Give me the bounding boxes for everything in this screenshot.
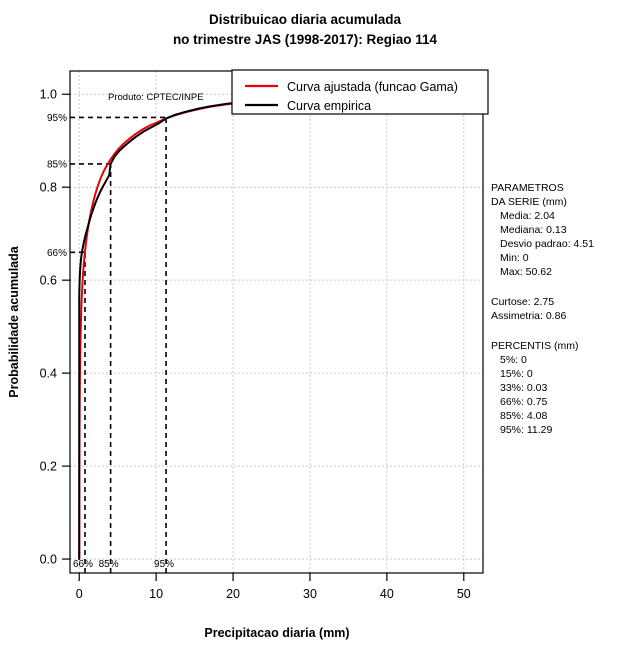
x-tick-label: 10 [149,587,163,601]
guide-y-label-66%: 66% [47,248,67,259]
sidebar-stats-panel: PARAMETROS DA SERIE (mm) Media: 2.04 Med… [491,182,594,436]
y-tick-label: 1.0 [40,88,57,102]
chart-legend: Curva ajustada (funcao Gama) Curva empir… [231,69,489,115]
y-tick-label: 0.0 [40,553,57,567]
gridlines [70,71,483,573]
guide-y-label-85%: 85% [47,159,67,170]
y-tick-label: 0.8 [40,181,57,195]
percentile-95: 95%: 11.29 [500,424,553,436]
chart-title-line1: Distribuicao diaria acumulada [209,12,402,27]
percentile-85: 85%: 4.08 [500,410,547,422]
y-tick-label: 0.6 [40,274,57,288]
guide-x-label-85%: 85% [99,559,119,570]
stat-max: Max: 50.62 [500,266,552,278]
stat-media: Media: 2.04 [500,210,555,222]
x-tick-label: 0 [76,587,83,601]
stat-mediana: Mediana: 0.13 [500,224,567,236]
stat-min: Min: 0 [500,252,529,264]
x-tick-label: 50 [457,587,471,601]
y-tick-label: 0.2 [40,460,57,474]
parameters-heading-line1: PARAMETROS [491,182,564,194]
percentile-33: 33%: 0.03 [500,382,547,394]
percentiles-heading: PERCENTIS (mm) [491,340,579,352]
axis-ticks: 0 10 20 30 40 50 0.0 0.2 0.4 0.6 0.8 1.0 [40,88,471,601]
produto-annotation: Produto: CPTEC/INPE [108,92,204,103]
guide-x-label-95%: 95% [154,559,174,570]
x-tick-label: 20 [226,587,240,601]
y-axis-title: Probabilidade acumulada [7,245,21,397]
x-axis-title: Precipitacao diaria (mm) [204,626,349,640]
y-tick-label: 0.4 [40,367,57,381]
legend-box [231,69,489,115]
percentile-15: 15%: 0 [500,368,533,380]
stat-curtose: Curtose: 2.75 [491,296,554,308]
stat-desvio-padrao: Desvio padrao: 4.51 [500,238,594,250]
legend-label-empirical: Curva empirica [287,99,371,113]
percentile-5: 5%: 0 [500,354,527,366]
percentile-guides: 66% 66% 85% 85% 95% 95% [47,113,174,573]
legend-label-fitted: Curva ajustada (funcao Gama) [287,80,458,94]
x-tick-label: 40 [380,587,394,601]
guide-x-label-66%: 66% [73,559,93,570]
percentile-66: 66%: 0.75 [500,396,547,408]
stat-assimetria: Assimetria: 0.86 [491,310,566,322]
guide-y-label-95%: 95% [47,113,67,124]
x-tick-label: 30 [303,587,317,601]
chart-title-line2: no trimestre JAS (1998-2017): Regiao 114 [173,32,438,47]
parameters-heading-line2: DA SERIE (mm) [491,196,567,208]
